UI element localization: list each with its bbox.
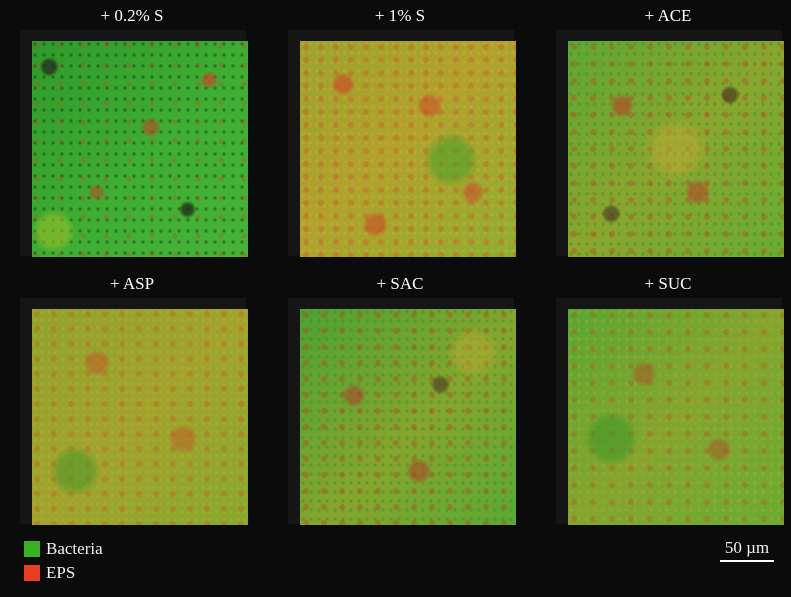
panel-frame	[20, 298, 248, 525]
panel-title: + SAC	[376, 274, 424, 293]
legend-label: EPS	[46, 563, 76, 582]
panel-title: + 0.2% S	[100, 6, 164, 25]
panel-title: + 1% S	[374, 6, 426, 25]
panel-1-percent-s: + 1% S	[278, 2, 522, 257]
panel-0-2-percent-s: + 0.2% S	[10, 2, 254, 257]
scale-bar-label: 50 µm	[724, 538, 770, 557]
panel-ace: + ACE	[546, 2, 790, 257]
microscopy-image	[568, 41, 784, 257]
microscopy-image	[32, 41, 248, 257]
panel-frame	[556, 30, 784, 257]
panel-suc: + SUC	[546, 270, 790, 525]
microscopy-image	[300, 41, 516, 257]
panel-asp: + ASP	[10, 270, 254, 525]
microscopy-image	[300, 309, 516, 525]
panel-sac: + SAC	[278, 270, 522, 525]
panel-title: + SUC	[644, 274, 692, 293]
legend-swatch-eps	[24, 565, 40, 581]
legend-swatch-bacteria	[24, 541, 40, 557]
panel-frame	[20, 30, 248, 257]
panel-title: + ASP	[109, 274, 155, 293]
microscopy-image	[32, 309, 248, 525]
panel-frame	[556, 298, 784, 525]
panel-frame	[288, 298, 516, 525]
legend-label: Bacteria	[46, 539, 103, 558]
scale-bar-line	[720, 560, 774, 562]
microscopy-image	[568, 309, 784, 525]
scale-bar: 50 µm	[720, 538, 774, 562]
panel-title: + ACE	[644, 6, 692, 25]
panel-frame	[288, 30, 516, 257]
